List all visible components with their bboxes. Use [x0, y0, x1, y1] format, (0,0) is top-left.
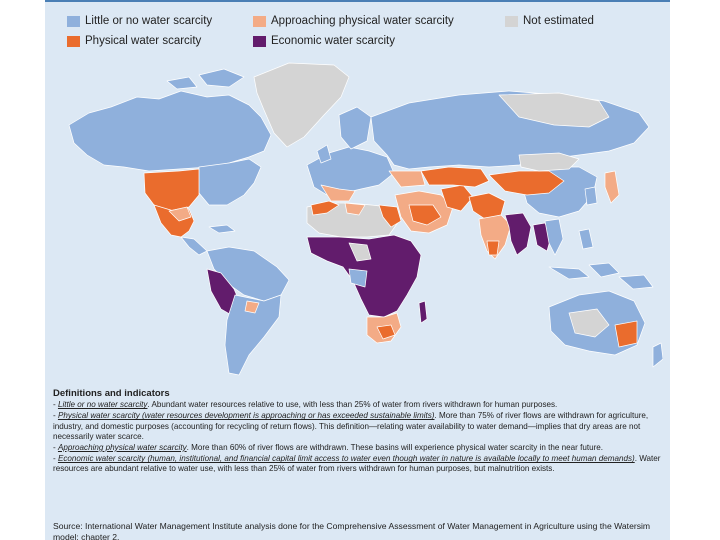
- region-south-america-south: [224, 294, 282, 376]
- legend-item-approaching-scarcity: Approaching physical water scarcity: [253, 15, 454, 27]
- region-central-africa-low: [348, 268, 368, 288]
- definitions-title: Definitions and indicators: [53, 388, 170, 399]
- definition-item: - Physical water scarcity (water resourc…: [53, 411, 649, 441]
- region-india: [478, 214, 512, 260]
- region-south-africa-physical: [376, 324, 396, 340]
- definition-item: - Economic water scarcity (human, instit…: [53, 454, 661, 474]
- region-korea: [584, 186, 598, 206]
- legend-label: Little or no water scarcity: [85, 15, 213, 27]
- region-mongolia: [518, 152, 580, 172]
- legend-swatch: [67, 15, 80, 27]
- region-arabia-physical: [408, 204, 442, 226]
- legend-swatch: [67, 35, 80, 47]
- legend-item-little-scarcity: Little or no water scarcity: [67, 15, 212, 27]
- legend-swatch: [253, 15, 266, 27]
- legend-label: Not estimated: [523, 15, 594, 27]
- source-note: Source: International Water Management I…: [53, 521, 651, 540]
- region-uk: [316, 144, 332, 164]
- definition-text: . More than 60% of river flows are withd…: [186, 443, 604, 453]
- region-scandinavia: [338, 106, 372, 150]
- region-madagascar: [418, 300, 428, 324]
- region-arctic-islands: [198, 68, 245, 88]
- definition-item: - Approaching physical water scarcity. M…: [53, 443, 604, 453]
- region-mediterranean-europe: [320, 184, 356, 202]
- definition-lead: Physical water scarcity (water resources…: [57, 411, 435, 421]
- definition-lead: Approaching physical water scarcity: [57, 443, 187, 453]
- map-legend: Little or no water scarcity Approaching …: [45, 12, 670, 52]
- region-central-asia-physical: [420, 166, 490, 188]
- legend-item-not-estimated: Not estimated: [505, 15, 594, 27]
- region-north-africa-physical: [310, 200, 340, 216]
- region-usa-southwest: [143, 168, 200, 212]
- region-egypt: [378, 204, 402, 228]
- legend-swatch: [253, 35, 266, 47]
- figure-panel: Little or no water scarcity Approaching …: [45, 0, 670, 540]
- definition-item: - Little or no water scarcity. Abundant …: [53, 400, 558, 410]
- region-central-america: [180, 236, 208, 256]
- legend-label: Physical water scarcity: [85, 35, 202, 47]
- legend-label: Economic water scarcity: [271, 35, 395, 47]
- region-caribbean: [208, 224, 236, 234]
- region-indochina: [544, 218, 564, 256]
- region-china-north-physical: [488, 170, 565, 196]
- region-bangladesh-myanmar: [504, 212, 532, 256]
- legend-item-economic-scarcity: Economic water scarcity: [253, 35, 395, 47]
- region-south-america-approaching: [244, 300, 260, 314]
- definition-text: . Water resources are abundant relative …: [53, 454, 661, 474]
- top-rule: [45, 0, 670, 2]
- definition-lead: Little or no water scarcity: [57, 400, 148, 410]
- region-new-zealand: [652, 342, 663, 368]
- world-water-scarcity-map: [68, 62, 663, 376]
- region-australia-southeast: [614, 320, 638, 348]
- region-new-guinea: [618, 274, 654, 290]
- definitions-section: Definitions and indicators - Little or n…: [53, 388, 665, 476]
- region-indonesia-2: [588, 262, 620, 278]
- legend-item-physical-scarcity: Physical water scarcity: [67, 35, 201, 47]
- region-australia-interior: [568, 308, 610, 338]
- region-russia-not-estimated: [498, 92, 610, 128]
- region-arctic-islands-2: [166, 76, 198, 90]
- region-usa-east: [198, 158, 262, 206]
- region-indonesia-1: [548, 266, 590, 280]
- region-libya: [344, 202, 366, 216]
- region-africa-not-estimated: [348, 242, 372, 262]
- legend-swatch: [505, 15, 518, 27]
- region-central-asia-approaching: [388, 170, 426, 188]
- region-philippines: [578, 228, 594, 250]
- definition-text: . Abundant water resources relative to u…: [147, 400, 558, 410]
- region-south-india: [486, 240, 500, 256]
- region-mexico-north: [168, 206, 192, 222]
- region-japan: [604, 170, 620, 204]
- region-north-america-north: [68, 90, 272, 172]
- definition-lead: Economic water scarcity (human, institut…: [57, 454, 635, 464]
- definition-text: . More than 75% of river flows are withd…: [53, 411, 649, 441]
- region-greenland: [253, 62, 350, 148]
- legend-label: Approaching physical water scarcity: [271, 15, 454, 27]
